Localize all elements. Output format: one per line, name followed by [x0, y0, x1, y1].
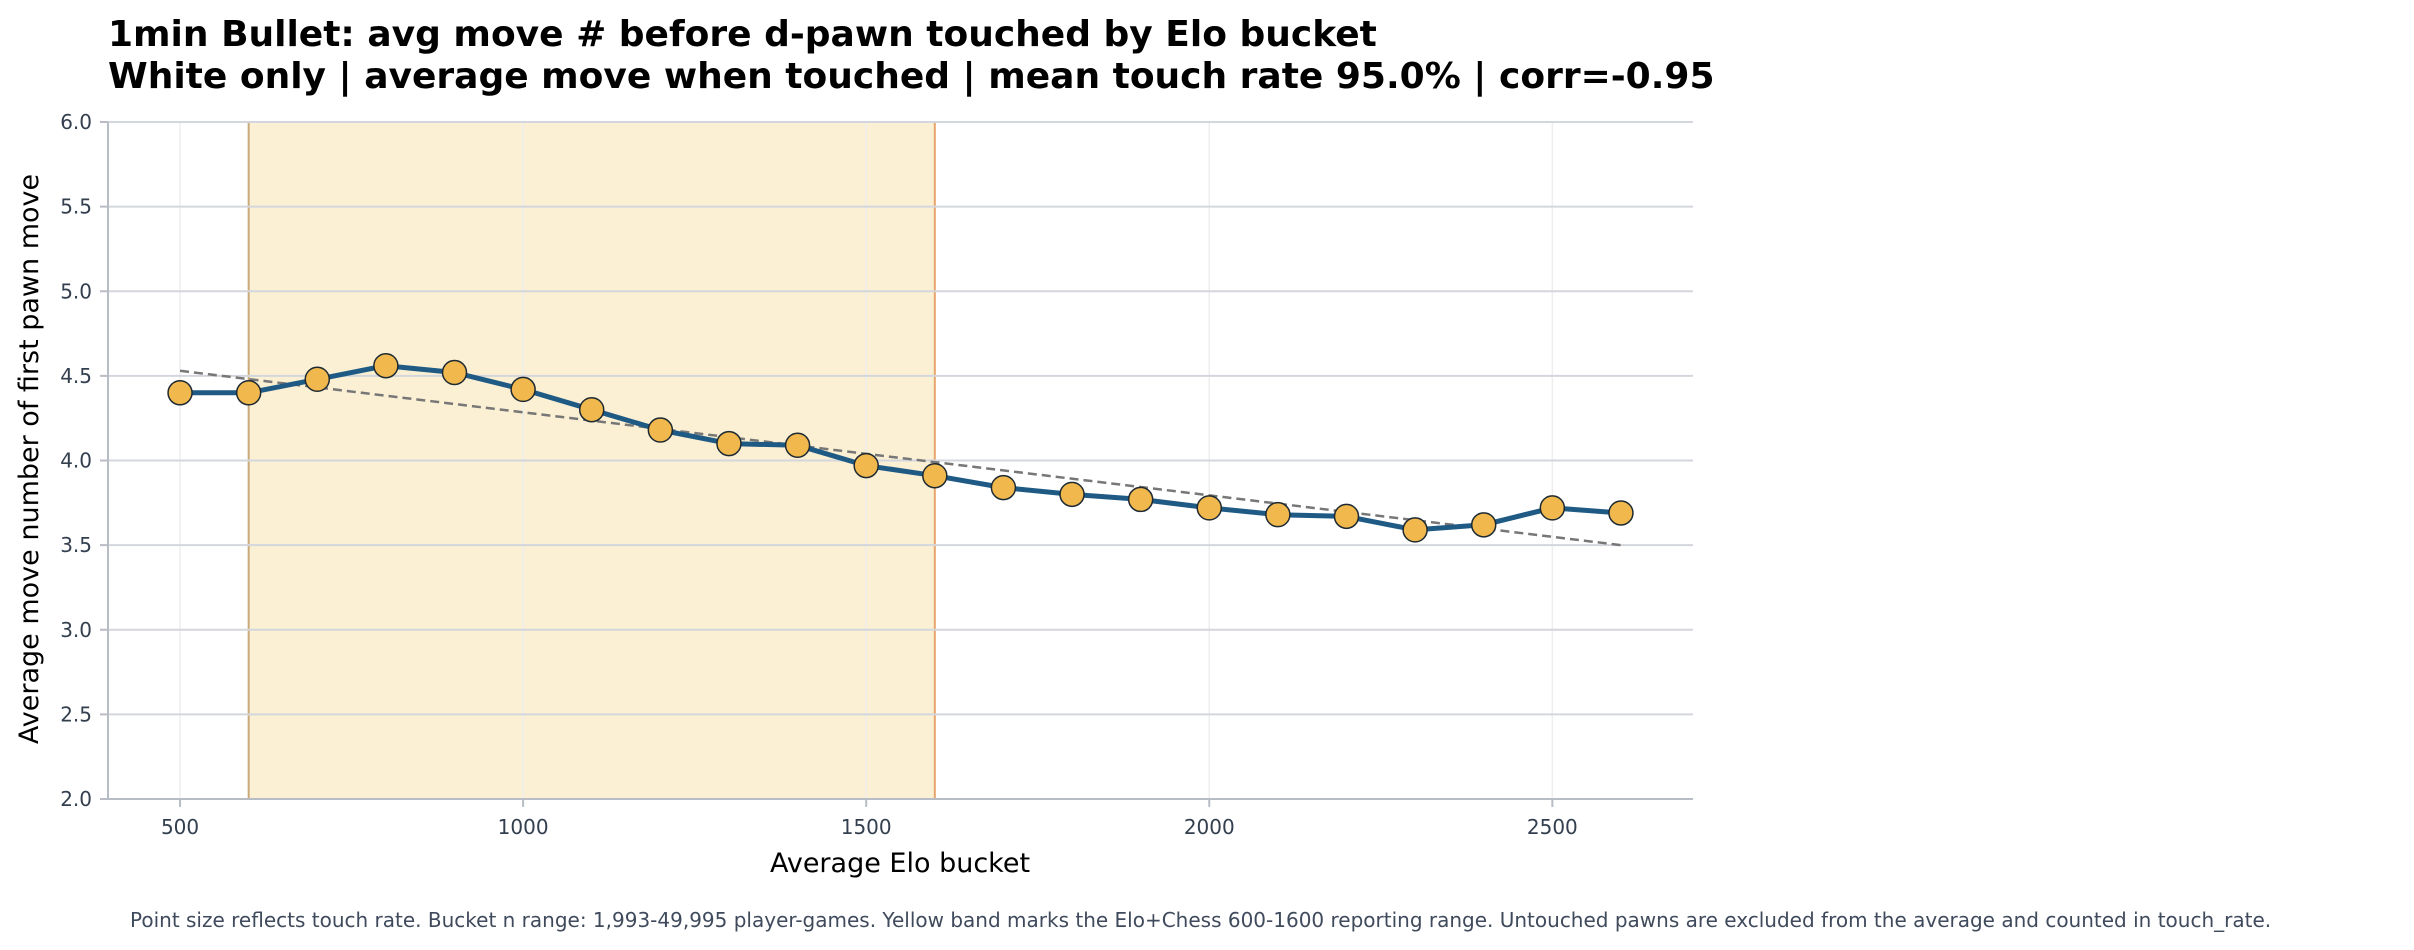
y-tick-label: 3.5 — [60, 533, 92, 557]
y-tick-label: 4.5 — [60, 364, 92, 388]
y-tick-label: 6.0 — [60, 110, 92, 134]
y-tick-label: 5.5 — [60, 195, 92, 219]
data-point — [304, 366, 331, 393]
chart-title: 1min Bullet: avg move # before d-pawn to… — [108, 14, 1377, 55]
x-tick-label: 1000 — [498, 815, 549, 839]
data-point — [1470, 512, 1497, 538]
data-point — [990, 474, 1017, 501]
y-axis-label: Average move number of first pawn move — [14, 174, 45, 744]
data-point — [1539, 495, 1566, 521]
footnote: Point size reflects touch rate. Bucket n… — [130, 908, 2271, 932]
data-point — [373, 352, 399, 379]
trend-line — [179, 369, 1622, 547]
data-point — [578, 396, 605, 423]
y-tick-label: 2.0 — [60, 787, 92, 811]
series-line — [180, 363, 1622, 533]
data-point — [1059, 481, 1085, 508]
data-point — [1402, 517, 1428, 543]
data-point — [1608, 500, 1634, 526]
data-point — [922, 462, 948, 489]
data-point — [167, 380, 193, 406]
data-point — [1333, 503, 1360, 530]
y-tick-label: 3.0 — [60, 618, 92, 642]
data-point — [1127, 486, 1154, 513]
data-point — [510, 376, 536, 403]
x-tick-label: 2000 — [1184, 815, 1235, 839]
data-point — [853, 452, 879, 479]
x-tick-label: 500 — [161, 815, 199, 839]
plot-area: 2.0 2.5 3.0 3.5 4.0 4.5 5.0 5.5 6.0 500 1000 1500 20… — [60, 110, 1693, 839]
data-point — [647, 417, 674, 443]
data-point — [235, 380, 262, 406]
y-tick-label: 5.0 — [60, 279, 92, 303]
data-point — [1265, 501, 1291, 528]
data-point — [441, 359, 468, 386]
data-point — [716, 430, 742, 457]
y-tick-label: 2.5 — [60, 702, 92, 726]
x-axis-label: Average Elo bucket — [770, 848, 1030, 879]
data-point — [1196, 495, 1223, 521]
x-tick-label: 2500 — [1527, 815, 1578, 839]
chart-subtitle: White only | average move when touched |… — [108, 56, 1715, 97]
y-tick-label: 4.0 — [60, 449, 92, 473]
data-point — [784, 432, 811, 459]
x-tick-label: 1500 — [841, 815, 892, 839]
